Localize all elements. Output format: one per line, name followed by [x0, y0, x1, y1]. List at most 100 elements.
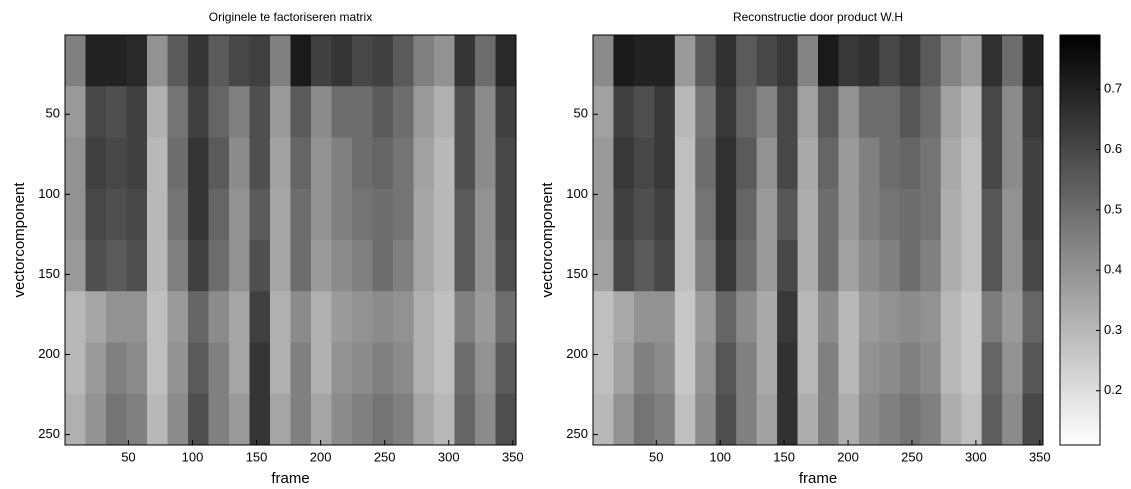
heatmap-cell: [777, 188, 799, 241]
heatmap-cell: [981, 240, 1003, 292]
heatmap-cell: [797, 291, 819, 343]
heatmap-cell: [756, 137, 778, 190]
heatmap-cell: [85, 188, 107, 241]
heatmap-cell: [715, 188, 737, 241]
heatmap-cell: [475, 137, 496, 190]
x-tick-label: 50: [649, 449, 663, 464]
heatmap-cell: [633, 188, 655, 241]
heatmap-cell: [65, 137, 86, 190]
heatmap-cell: [352, 188, 373, 241]
heatmap-cell: [1022, 188, 1044, 241]
heatmap-cell: [940, 86, 962, 138]
heatmap-cell: [454, 188, 476, 241]
heatmap-cell: [85, 86, 107, 138]
heatmap-cell: [85, 240, 107, 292]
heatmap-cell: [372, 35, 394, 87]
heatmap-cell: [65, 240, 86, 292]
heatmap-cell: [208, 35, 230, 87]
heatmap-cell: [393, 240, 414, 292]
colorbar-tick-label: 0.7: [1104, 81, 1122, 96]
heatmap-cell: [756, 86, 778, 138]
heatmap-cell: [454, 35, 476, 87]
heatmap-cell: [981, 86, 1003, 138]
heatmap-cell: [1002, 188, 1024, 241]
heatmap-cell: [126, 240, 148, 292]
x-tick-label: 100: [182, 449, 204, 464]
heatmap-cell: [290, 291, 312, 343]
y-tick-label: 100: [566, 186, 588, 201]
heatmap-cell: [188, 240, 209, 292]
heatmap-cell: [434, 35, 455, 87]
heatmap-cell: [229, 240, 250, 292]
axes-frame: [64, 34, 517, 446]
heatmap-cell: [797, 86, 819, 138]
heatmap-cell: [940, 342, 962, 395]
heatmap-cell: [736, 240, 758, 292]
heatmap-cell: [188, 35, 209, 87]
heatmap-cell: [1022, 342, 1044, 395]
heatmap-cell: [920, 393, 942, 446]
heatmap-cell: [229, 188, 250, 241]
heatmap-cell: [940, 291, 962, 343]
heatmap-cell: [920, 240, 942, 292]
heatmap-cell: [106, 137, 127, 190]
heatmap-cell: [413, 137, 435, 190]
heatmap-cell: [654, 137, 676, 190]
heatmap-cell: [613, 393, 635, 446]
colorbar-tick-label: 0.2: [1104, 382, 1122, 397]
heatmap-cell: [695, 86, 717, 138]
heatmap-cell: [858, 35, 880, 87]
heatmap-cell: [695, 291, 717, 343]
heatmap-cell: [495, 86, 517, 138]
heatmap-cell: [633, 137, 655, 190]
heatmap-cell: [674, 291, 696, 343]
heatmap-cell: [858, 342, 880, 395]
heatmap-cell: [961, 35, 983, 87]
heatmap-cell: [858, 188, 880, 241]
heatmap-cell: [372, 188, 394, 241]
heatmap-cell: [167, 240, 189, 292]
heatmap-cell: [229, 393, 250, 446]
x-tick-label: 250: [901, 449, 923, 464]
y-tick-label: 150: [38, 266, 60, 281]
heatmap-cell: [593, 137, 614, 190]
heatmap-cell: [372, 137, 394, 190]
heatmap-cell: [434, 240, 455, 292]
heatmap-cell: [1002, 240, 1024, 292]
heatmap-cell: [777, 393, 799, 446]
heatmap-cell: [475, 35, 496, 87]
heatmap-cell: [249, 291, 271, 343]
heatmap-cell: [249, 240, 271, 292]
heatmap-cell: [167, 188, 189, 241]
heatmap-cell: [593, 86, 614, 138]
heatmap-cell: [715, 291, 737, 343]
heatmap-cell: [736, 291, 758, 343]
colorbar-tick-label: 0.5: [1104, 201, 1122, 216]
heatmap-cell: [695, 342, 717, 395]
heatmap-cell: [879, 188, 901, 241]
heatmap-cell: [208, 342, 230, 395]
heatmap-cell: [352, 393, 373, 446]
heatmap-cell: [475, 86, 496, 138]
heatmap-cell: [208, 291, 230, 343]
heatmap-cell: [229, 342, 250, 395]
heatmap-cell: [413, 393, 435, 446]
y-tick-label: 50: [46, 106, 60, 121]
heatmap-cell: [674, 240, 696, 292]
heatmap-cell: [593, 393, 614, 446]
heatmap-cell: [654, 291, 676, 343]
heatmap-cell: [372, 240, 394, 292]
colorbar-tick-label: 0.6: [1104, 141, 1122, 156]
heatmap-cell: [85, 35, 107, 87]
heatmap-cell: [85, 291, 107, 343]
heatmap-cell: [106, 188, 127, 241]
heatmap-cell: [434, 137, 455, 190]
heatmap-cell: [981, 137, 1003, 190]
heatmap-cell: [413, 342, 435, 395]
heatmap-cell: [654, 342, 676, 395]
heatmap-cell: [818, 240, 839, 292]
heatmap-cell: [797, 35, 819, 87]
heatmap-cell: [879, 342, 901, 395]
heatmap-cell: [249, 188, 271, 241]
heatmap-cell: [188, 86, 209, 138]
